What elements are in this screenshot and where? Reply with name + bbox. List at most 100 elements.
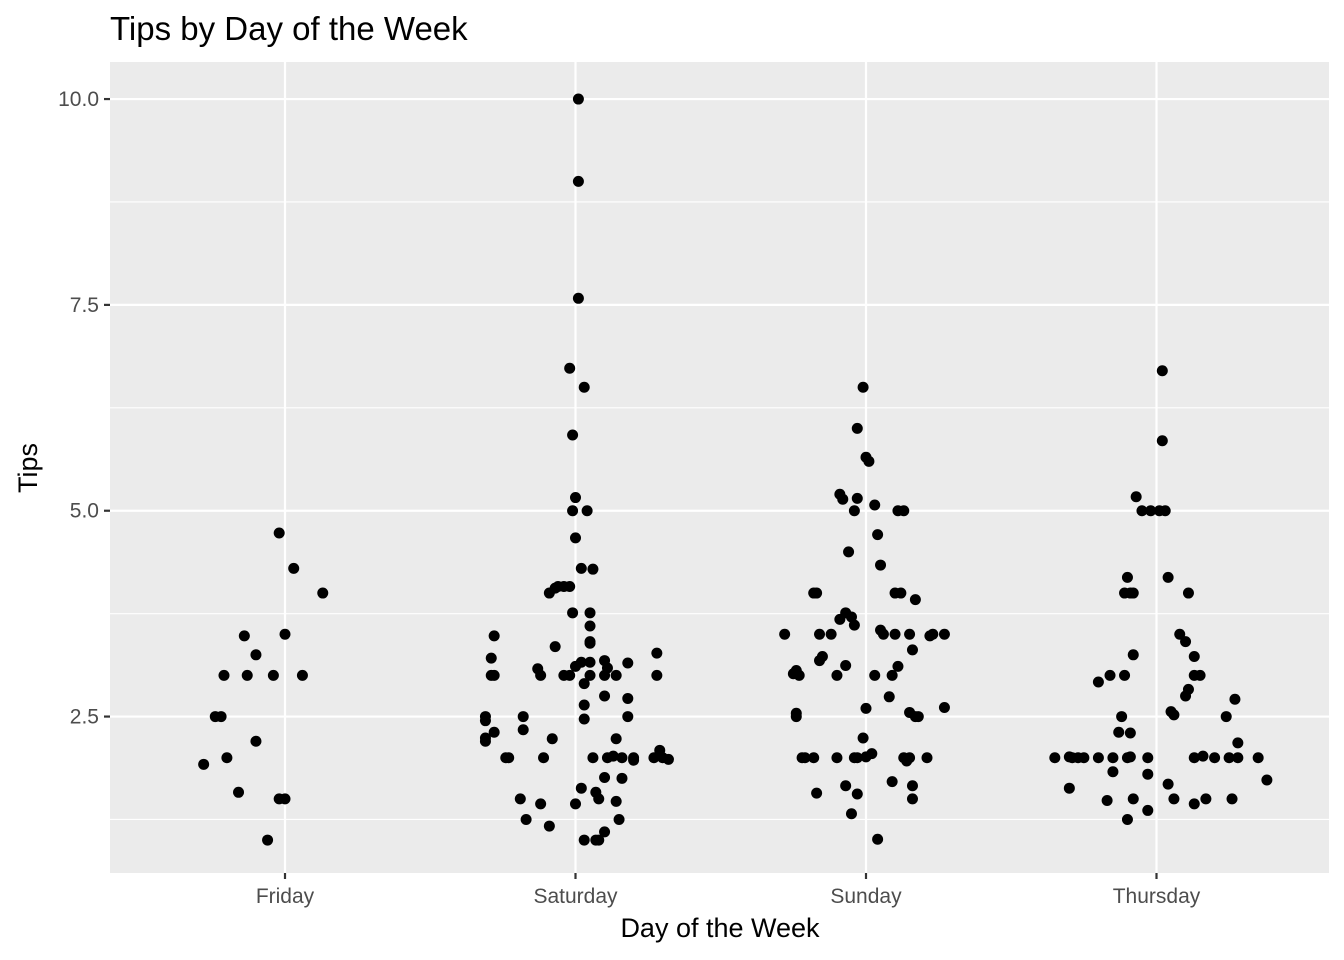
data-point — [927, 628, 939, 640]
data-point — [1156, 435, 1168, 447]
data-point — [1142, 804, 1154, 816]
data-point — [538, 752, 550, 764]
data-point — [866, 748, 878, 760]
data-point — [1101, 795, 1113, 807]
data-point — [503, 752, 515, 764]
data-point — [572, 93, 584, 105]
data-point — [488, 726, 500, 738]
data-point — [793, 669, 805, 681]
data-point — [1182, 587, 1194, 599]
x-tick-label: Sunday — [830, 885, 902, 908]
data-point — [1124, 587, 1136, 599]
data-point — [1261, 774, 1273, 786]
data-point — [837, 493, 849, 505]
data-point — [610, 733, 622, 745]
data-point — [869, 499, 881, 511]
data-point — [578, 834, 590, 846]
data-point — [851, 788, 863, 800]
data-point — [628, 754, 640, 766]
data-point — [1223, 752, 1235, 764]
data-point — [1063, 782, 1075, 794]
data-point — [1232, 752, 1244, 764]
data-point — [1092, 676, 1104, 688]
data-point — [1194, 669, 1206, 681]
data-point — [607, 750, 619, 762]
data-point — [851, 752, 863, 764]
data-point — [1124, 751, 1136, 763]
data-point — [543, 820, 555, 832]
data-point — [296, 669, 308, 681]
data-point — [514, 793, 526, 805]
x-tick-label: Saturday — [533, 885, 618, 908]
data-point — [1113, 726, 1125, 738]
data-point — [840, 660, 852, 672]
data-point — [517, 724, 529, 736]
data-point — [517, 711, 529, 723]
data-point — [1188, 798, 1200, 810]
data-point — [1116, 711, 1128, 723]
data-point — [1232, 737, 1244, 749]
data-point — [488, 630, 500, 642]
data-point — [1162, 571, 1174, 583]
data-point — [883, 691, 895, 703]
data-point — [262, 834, 274, 846]
data-point — [599, 771, 611, 783]
data-point — [581, 505, 593, 517]
data-point — [851, 422, 863, 434]
data-point — [564, 669, 576, 681]
data-point — [279, 793, 291, 805]
data-point — [848, 505, 860, 517]
data-point — [1174, 628, 1186, 640]
data-point — [593, 834, 605, 846]
data-point — [892, 660, 904, 672]
data-point — [921, 752, 933, 764]
data-point — [570, 492, 581, 504]
data-point — [520, 813, 532, 825]
data-point — [904, 628, 916, 640]
data-point — [273, 527, 285, 539]
data-point — [814, 655, 826, 667]
data-point — [1220, 711, 1232, 723]
data-point — [938, 702, 950, 714]
data-point — [250, 649, 262, 661]
data-point — [279, 628, 291, 640]
data-point — [1049, 752, 1061, 764]
data-point — [811, 787, 823, 799]
data-point — [622, 711, 634, 723]
data-point — [860, 702, 872, 714]
data-point — [599, 826, 611, 838]
data-point — [1130, 491, 1142, 503]
data-point — [572, 175, 584, 187]
data-point — [238, 630, 250, 642]
data-point — [1124, 727, 1136, 739]
data-point — [877, 628, 889, 640]
data-point — [1136, 505, 1148, 517]
data-point — [1162, 778, 1174, 790]
data-point — [215, 711, 227, 723]
y-tick-label: 2.5 — [70, 706, 99, 729]
grid-major — [110, 62, 1329, 873]
data-point — [587, 752, 599, 764]
y-tick-label: 5.0 — [70, 500, 99, 523]
data-point — [250, 735, 262, 747]
data-point — [651, 647, 663, 659]
data-point — [587, 563, 599, 575]
data-point — [567, 505, 579, 517]
data-point — [898, 505, 910, 517]
data-point — [1229, 693, 1241, 705]
data-point — [1180, 636, 1192, 648]
data-point — [622, 692, 634, 704]
data-point — [825, 628, 837, 640]
data-point — [535, 798, 547, 810]
data-point — [904, 752, 916, 764]
data-point — [584, 620, 596, 632]
data-point — [233, 786, 245, 798]
data-point — [572, 292, 584, 304]
data-point — [599, 690, 611, 702]
data-point — [875, 559, 887, 571]
data-point — [488, 669, 500, 681]
data-point — [1107, 752, 1119, 764]
data-point — [1156, 365, 1168, 377]
data-point — [584, 607, 596, 619]
